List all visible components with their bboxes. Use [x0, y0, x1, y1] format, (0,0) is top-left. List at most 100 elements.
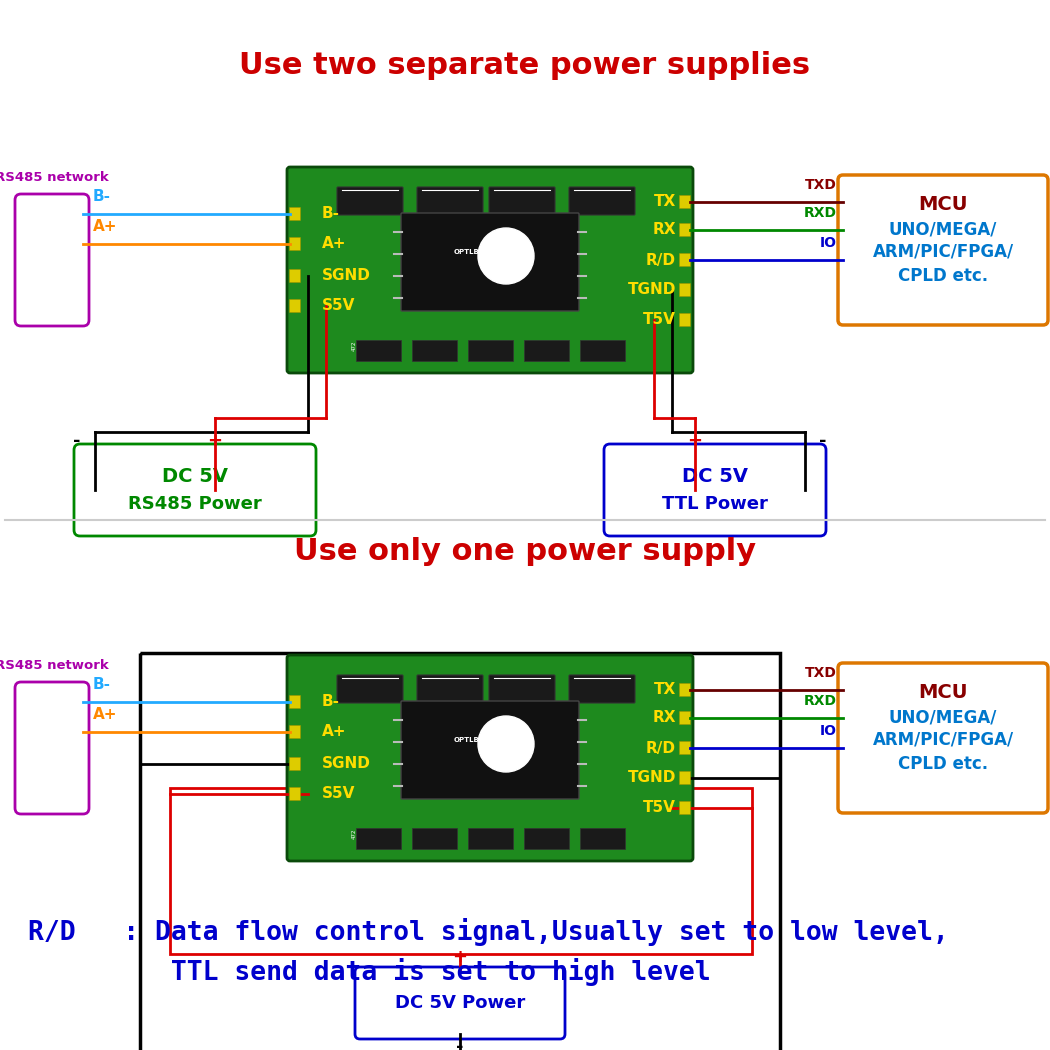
FancyBboxPatch shape: [679, 195, 691, 209]
FancyBboxPatch shape: [569, 675, 635, 704]
FancyBboxPatch shape: [15, 194, 89, 326]
Text: B-: B-: [322, 207, 340, 222]
Text: OPTLB: OPTLB: [454, 249, 479, 255]
Text: TGND: TGND: [628, 282, 676, 297]
Text: TX: TX: [654, 194, 676, 210]
FancyBboxPatch shape: [74, 444, 316, 536]
FancyBboxPatch shape: [580, 827, 625, 848]
Circle shape: [478, 716, 534, 772]
Text: RX: RX: [652, 223, 676, 237]
FancyBboxPatch shape: [15, 682, 89, 814]
Text: RXD: RXD: [804, 206, 837, 220]
FancyBboxPatch shape: [580, 339, 625, 360]
FancyBboxPatch shape: [290, 270, 300, 282]
Text: TXD: TXD: [805, 178, 837, 192]
FancyBboxPatch shape: [679, 772, 691, 784]
Text: -: -: [457, 1038, 464, 1050]
Circle shape: [478, 228, 534, 284]
FancyBboxPatch shape: [290, 299, 300, 313]
FancyBboxPatch shape: [679, 712, 691, 724]
FancyBboxPatch shape: [355, 967, 565, 1040]
Text: R/D: R/D: [646, 740, 676, 756]
FancyBboxPatch shape: [290, 788, 300, 800]
FancyBboxPatch shape: [524, 827, 568, 848]
Text: RS485 network: RS485 network: [0, 659, 109, 672]
Text: +: +: [688, 432, 702, 450]
FancyBboxPatch shape: [489, 675, 555, 704]
Text: IO: IO: [820, 724, 837, 738]
FancyBboxPatch shape: [337, 675, 403, 704]
Text: SGND: SGND: [322, 756, 371, 772]
Text: CPLD etc.: CPLD etc.: [898, 267, 988, 285]
Text: +: +: [453, 948, 467, 966]
Text: TTL send data is set to high level: TTL send data is set to high level: [28, 958, 711, 986]
Text: DC 5V Power: DC 5V Power: [395, 994, 525, 1012]
Text: TTL Power: TTL Power: [663, 495, 768, 513]
FancyBboxPatch shape: [290, 757, 300, 771]
FancyBboxPatch shape: [679, 253, 691, 267]
FancyBboxPatch shape: [569, 187, 635, 215]
Text: 472: 472: [352, 341, 357, 352]
Text: B-: B-: [93, 677, 111, 692]
Text: DC 5V: DC 5V: [162, 466, 228, 485]
FancyBboxPatch shape: [679, 801, 691, 815]
FancyBboxPatch shape: [356, 827, 400, 848]
FancyBboxPatch shape: [467, 827, 512, 848]
FancyBboxPatch shape: [401, 701, 579, 799]
Text: SGND: SGND: [322, 269, 371, 284]
Text: DC 5V: DC 5V: [682, 466, 748, 485]
Text: B-: B-: [322, 694, 340, 710]
FancyBboxPatch shape: [489, 187, 555, 215]
Text: CPLD etc.: CPLD etc.: [898, 755, 988, 773]
Text: -: -: [74, 432, 81, 450]
Text: 472: 472: [352, 828, 357, 839]
Text: B-: B-: [93, 189, 111, 204]
Text: ARM/PIC/FPGA/: ARM/PIC/FPGA/: [873, 243, 1013, 261]
FancyBboxPatch shape: [604, 444, 826, 536]
Text: -: -: [819, 432, 826, 450]
Text: TGND: TGND: [628, 771, 676, 785]
FancyBboxPatch shape: [337, 187, 403, 215]
Text: R/D: R/D: [646, 252, 676, 268]
Text: +: +: [208, 432, 223, 450]
Text: A+: A+: [322, 724, 347, 739]
Text: TXD: TXD: [805, 666, 837, 680]
FancyBboxPatch shape: [838, 175, 1048, 326]
FancyBboxPatch shape: [290, 237, 300, 251]
FancyBboxPatch shape: [287, 655, 693, 861]
Text: S5V: S5V: [322, 298, 355, 314]
FancyBboxPatch shape: [838, 663, 1048, 813]
Text: S5V: S5V: [322, 786, 355, 801]
Text: IO: IO: [820, 236, 837, 250]
FancyBboxPatch shape: [679, 314, 691, 327]
Text: TX: TX: [654, 682, 676, 697]
FancyBboxPatch shape: [287, 167, 693, 373]
Text: UNO/MEGA/: UNO/MEGA/: [888, 709, 997, 727]
FancyBboxPatch shape: [679, 684, 691, 696]
FancyBboxPatch shape: [679, 741, 691, 755]
Text: MCU: MCU: [919, 195, 968, 214]
FancyBboxPatch shape: [417, 675, 483, 704]
Text: T5V: T5V: [643, 800, 676, 816]
Text: RS485 network: RS485 network: [0, 171, 109, 184]
Text: Use only one power supply: Use only one power supply: [294, 538, 756, 567]
FancyBboxPatch shape: [356, 339, 400, 360]
Text: RX: RX: [652, 711, 676, 726]
FancyBboxPatch shape: [412, 339, 457, 360]
Text: A+: A+: [93, 219, 118, 234]
FancyBboxPatch shape: [679, 284, 691, 296]
FancyBboxPatch shape: [417, 187, 483, 215]
Text: R/D   : Data flow control signal,Usually set to low level,: R/D : Data flow control signal,Usually s…: [28, 918, 949, 946]
Text: UNO/MEGA/: UNO/MEGA/: [888, 220, 997, 239]
FancyBboxPatch shape: [524, 339, 568, 360]
Text: Use two separate power supplies: Use two separate power supplies: [239, 50, 811, 80]
FancyBboxPatch shape: [679, 224, 691, 236]
Text: T5V: T5V: [643, 313, 676, 328]
Text: A+: A+: [322, 236, 347, 252]
Text: RS485 Power: RS485 Power: [128, 495, 261, 513]
Text: OPTLB: OPTLB: [454, 737, 479, 743]
Text: A+: A+: [93, 707, 118, 722]
FancyBboxPatch shape: [412, 827, 457, 848]
Text: ARM/PIC/FPGA/: ARM/PIC/FPGA/: [873, 731, 1013, 749]
FancyBboxPatch shape: [401, 213, 579, 311]
